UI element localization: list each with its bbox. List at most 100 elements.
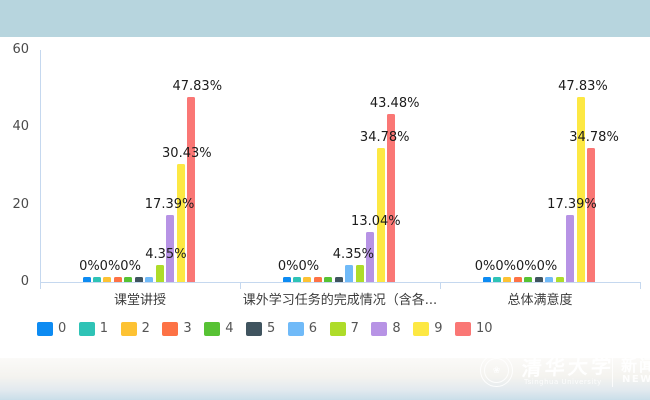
data-label: 0%0%0%	[79, 259, 141, 274]
legend-item-1[interactable]: 1	[78, 321, 109, 337]
bar-5-group0[interactable]	[134, 277, 143, 282]
legend-item-6[interactable]: 6	[287, 321, 318, 337]
bar-3-group0[interactable]	[113, 277, 122, 282]
bar-5-group2[interactable]	[534, 277, 543, 282]
legend-label: 8	[392, 321, 401, 336]
legend-label: 5	[267, 321, 276, 336]
bar-1-group2[interactable]	[492, 277, 501, 282]
legend-swatch-icon	[371, 322, 388, 336]
data-label: 43.48%	[369, 95, 420, 111]
legend-label: 0	[58, 321, 67, 336]
x-axis-category-label: 课外学习任务的完成情况（含各...	[242, 293, 438, 308]
data-label: 17.39%	[144, 196, 195, 212]
bottom-fade-region	[0, 358, 650, 400]
data-label: 47.83%	[558, 79, 608, 95]
bar-6-group0[interactable]	[145, 277, 154, 282]
legend-label: 3	[183, 321, 192, 336]
bar-0-group1[interactable]	[282, 277, 291, 282]
watermark-news-cn: 新闻	[621, 356, 650, 375]
bar-10-group1[interactable]	[387, 113, 395, 282]
bar-8-group2[interactable]	[566, 214, 575, 282]
legend-swatch-icon	[413, 322, 430, 336]
legend-swatch-icon	[455, 322, 471, 336]
legend-item-9[interactable]: 9	[413, 321, 442, 337]
data-label: 17.39%	[547, 196, 597, 212]
legend-swatch-icon	[329, 322, 346, 336]
legend-item-3[interactable]: 3	[162, 321, 192, 337]
legend-label: 9	[434, 321, 443, 336]
y-axis-tick-label: 0	[20, 274, 29, 289]
legend-item-4[interactable]: 4	[204, 321, 233, 337]
tsinghua-seal-icon: ❀	[480, 354, 513, 387]
bar-3-group2[interactable]	[513, 277, 522, 282]
legend-swatch-icon	[204, 322, 221, 336]
legend-item-10[interactable]: 10	[455, 321, 493, 337]
bar-2-group1[interactable]	[303, 277, 312, 282]
legend-label: 4	[225, 321, 234, 336]
x-axis-tick-mark	[240, 283, 241, 289]
bar-10-group0[interactable]	[187, 97, 195, 282]
x-axis-line	[40, 282, 641, 283]
data-label: 47.83%	[172, 79, 223, 95]
bar-9-group1[interactable]	[376, 147, 385, 282]
bar-6-group1[interactable]	[345, 265, 354, 282]
data-label: 30.43%	[162, 146, 212, 162]
legend-item-0[interactable]: 0	[37, 321, 66, 337]
legend-label: 6	[308, 321, 318, 336]
bar-4-group2[interactable]	[524, 277, 533, 282]
data-label: 13.04%	[351, 213, 401, 229]
bar-4-group0[interactable]	[124, 277, 133, 282]
bar-7-group0[interactable]	[155, 265, 164, 282]
watermark-university-name-cn: 清华大学	[520, 353, 615, 381]
legend-item-8[interactable]: 8	[371, 321, 401, 337]
tsinghua-seal-inner-icon: ❀	[484, 358, 509, 383]
x-axis-tick-mark	[40, 283, 41, 289]
legend-swatch-icon	[162, 322, 179, 336]
x-axis-category-label: 课堂讲授	[113, 293, 166, 308]
legend-label: 1	[99, 321, 109, 336]
bar-4-group1[interactable]	[324, 277, 333, 282]
bar-2-group0[interactable]	[103, 277, 112, 282]
bar-8-group0[interactable]	[166, 214, 175, 282]
data-label: 34.78%	[359, 129, 410, 145]
legend-label: 2	[141, 321, 150, 336]
bar-6-group2[interactable]	[545, 277, 554, 282]
bar-5-group1[interactable]	[334, 277, 343, 282]
bar-1-group1[interactable]	[292, 277, 301, 282]
bar-1-group0[interactable]	[92, 277, 101, 282]
bar-0-group2[interactable]	[482, 277, 491, 282]
legend-label: 10	[476, 321, 493, 336]
bar-2-group2[interactable]	[503, 277, 512, 282]
legend-swatch-icon	[37, 322, 53, 336]
legend-swatch-icon	[246, 322, 262, 336]
watermark-divider	[612, 352, 613, 387]
legend-swatch-icon	[120, 322, 137, 336]
legend-item-5[interactable]: 5	[246, 321, 275, 337]
watermark-news-en: NEWS	[622, 374, 650, 385]
x-axis-tick-mark	[440, 283, 441, 289]
data-label: 4.35%	[145, 247, 187, 263]
bar-10-group2[interactable]	[587, 147, 595, 282]
bar-3-group1[interactable]	[313, 277, 322, 282]
x-axis-category-label: 总体满意度	[507, 293, 573, 308]
legend-label: 7	[350, 321, 359, 336]
x-axis-tick-mark	[640, 283, 641, 289]
legend-swatch-icon	[287, 322, 304, 336]
bar-9-group0[interactable]	[176, 164, 185, 282]
bar-8-group1[interactable]	[366, 231, 375, 282]
y-axis-tick-label: 40	[12, 119, 29, 135]
legend-swatch-icon	[78, 322, 95, 336]
legend-item-7[interactable]: 7	[329, 321, 359, 337]
bar-7-group1[interactable]	[355, 265, 364, 282]
data-label: 0%0%0%0%	[474, 259, 558, 274]
bar-9-group2[interactable]	[576, 97, 585, 282]
tsinghua-news-watermark: ❀ 清华大学 Tsinghua University 新闻 NEWS	[478, 350, 650, 396]
y-axis-tick-label: 60	[12, 42, 29, 57]
bar-0-group0[interactable]	[82, 277, 91, 282]
data-label: 4.35%	[332, 247, 375, 263]
data-label: 34.78%	[569, 129, 619, 145]
watermark-university-name-en: Tsinghua University	[524, 378, 602, 386]
legend-item-2[interactable]: 2	[120, 321, 150, 337]
bar-7-group2[interactable]	[555, 277, 564, 282]
